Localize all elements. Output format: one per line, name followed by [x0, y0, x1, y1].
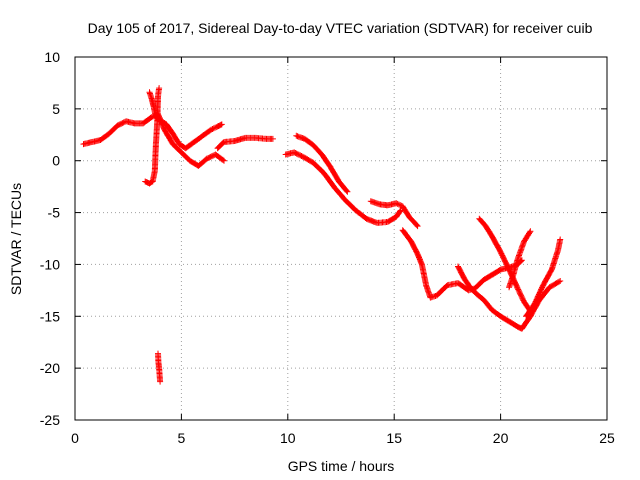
y-tick-labels: 10 5 0 -5 -10 -15 -20 -25 [40, 49, 60, 428]
y-axis-label: SDTVAR / TECUs [8, 183, 24, 295]
series-markers [367, 198, 421, 230]
y-tick-label: 5 [52, 101, 60, 117]
series-markers [142, 85, 163, 187]
y-tick-label: -25 [40, 412, 60, 428]
series-arc-7 [293, 132, 351, 195]
y-tick-label: -15 [40, 308, 60, 324]
series-markers [214, 134, 276, 152]
series-arc-13 [523, 236, 564, 320]
series-markers [155, 350, 164, 385]
x-tick-labels: 0 5 10 15 20 25 [71, 430, 615, 446]
x-axis-label: GPS time / hours [288, 458, 395, 474]
series-arc-5 [214, 134, 276, 152]
series-arc-8 [367, 198, 421, 230]
plot-frame [74, 56, 608, 421]
grid-lines [75, 57, 607, 420]
x-tick-label: 25 [599, 430, 615, 446]
series-arc-12 [506, 228, 534, 291]
axis-ticks [74, 56, 608, 421]
x-tick-label: 5 [178, 430, 186, 446]
x-tick-label: 20 [493, 430, 509, 446]
y-tick-label: -10 [40, 256, 60, 272]
x-tick-label: 0 [71, 430, 79, 446]
series-arc-4 [155, 350, 164, 385]
y-tick-label: 0 [52, 153, 60, 169]
y-tick-label: -20 [40, 360, 60, 376]
y-tick-label: 10 [44, 49, 60, 65]
series-arc-3 [142, 85, 163, 187]
y-tick-label: -5 [48, 205, 61, 221]
x-tick-label: 10 [280, 430, 296, 446]
x-tick-label: 15 [386, 430, 402, 446]
data-points [80, 85, 564, 385]
series-arc-6 [282, 149, 404, 226]
series-markers [282, 149, 404, 226]
series-markers [293, 132, 351, 195]
series-markers [523, 236, 564, 320]
series-markers [506, 228, 534, 291]
chart-title: Day 105 of 2017, Sidereal Day-to-day VTE… [88, 20, 593, 36]
